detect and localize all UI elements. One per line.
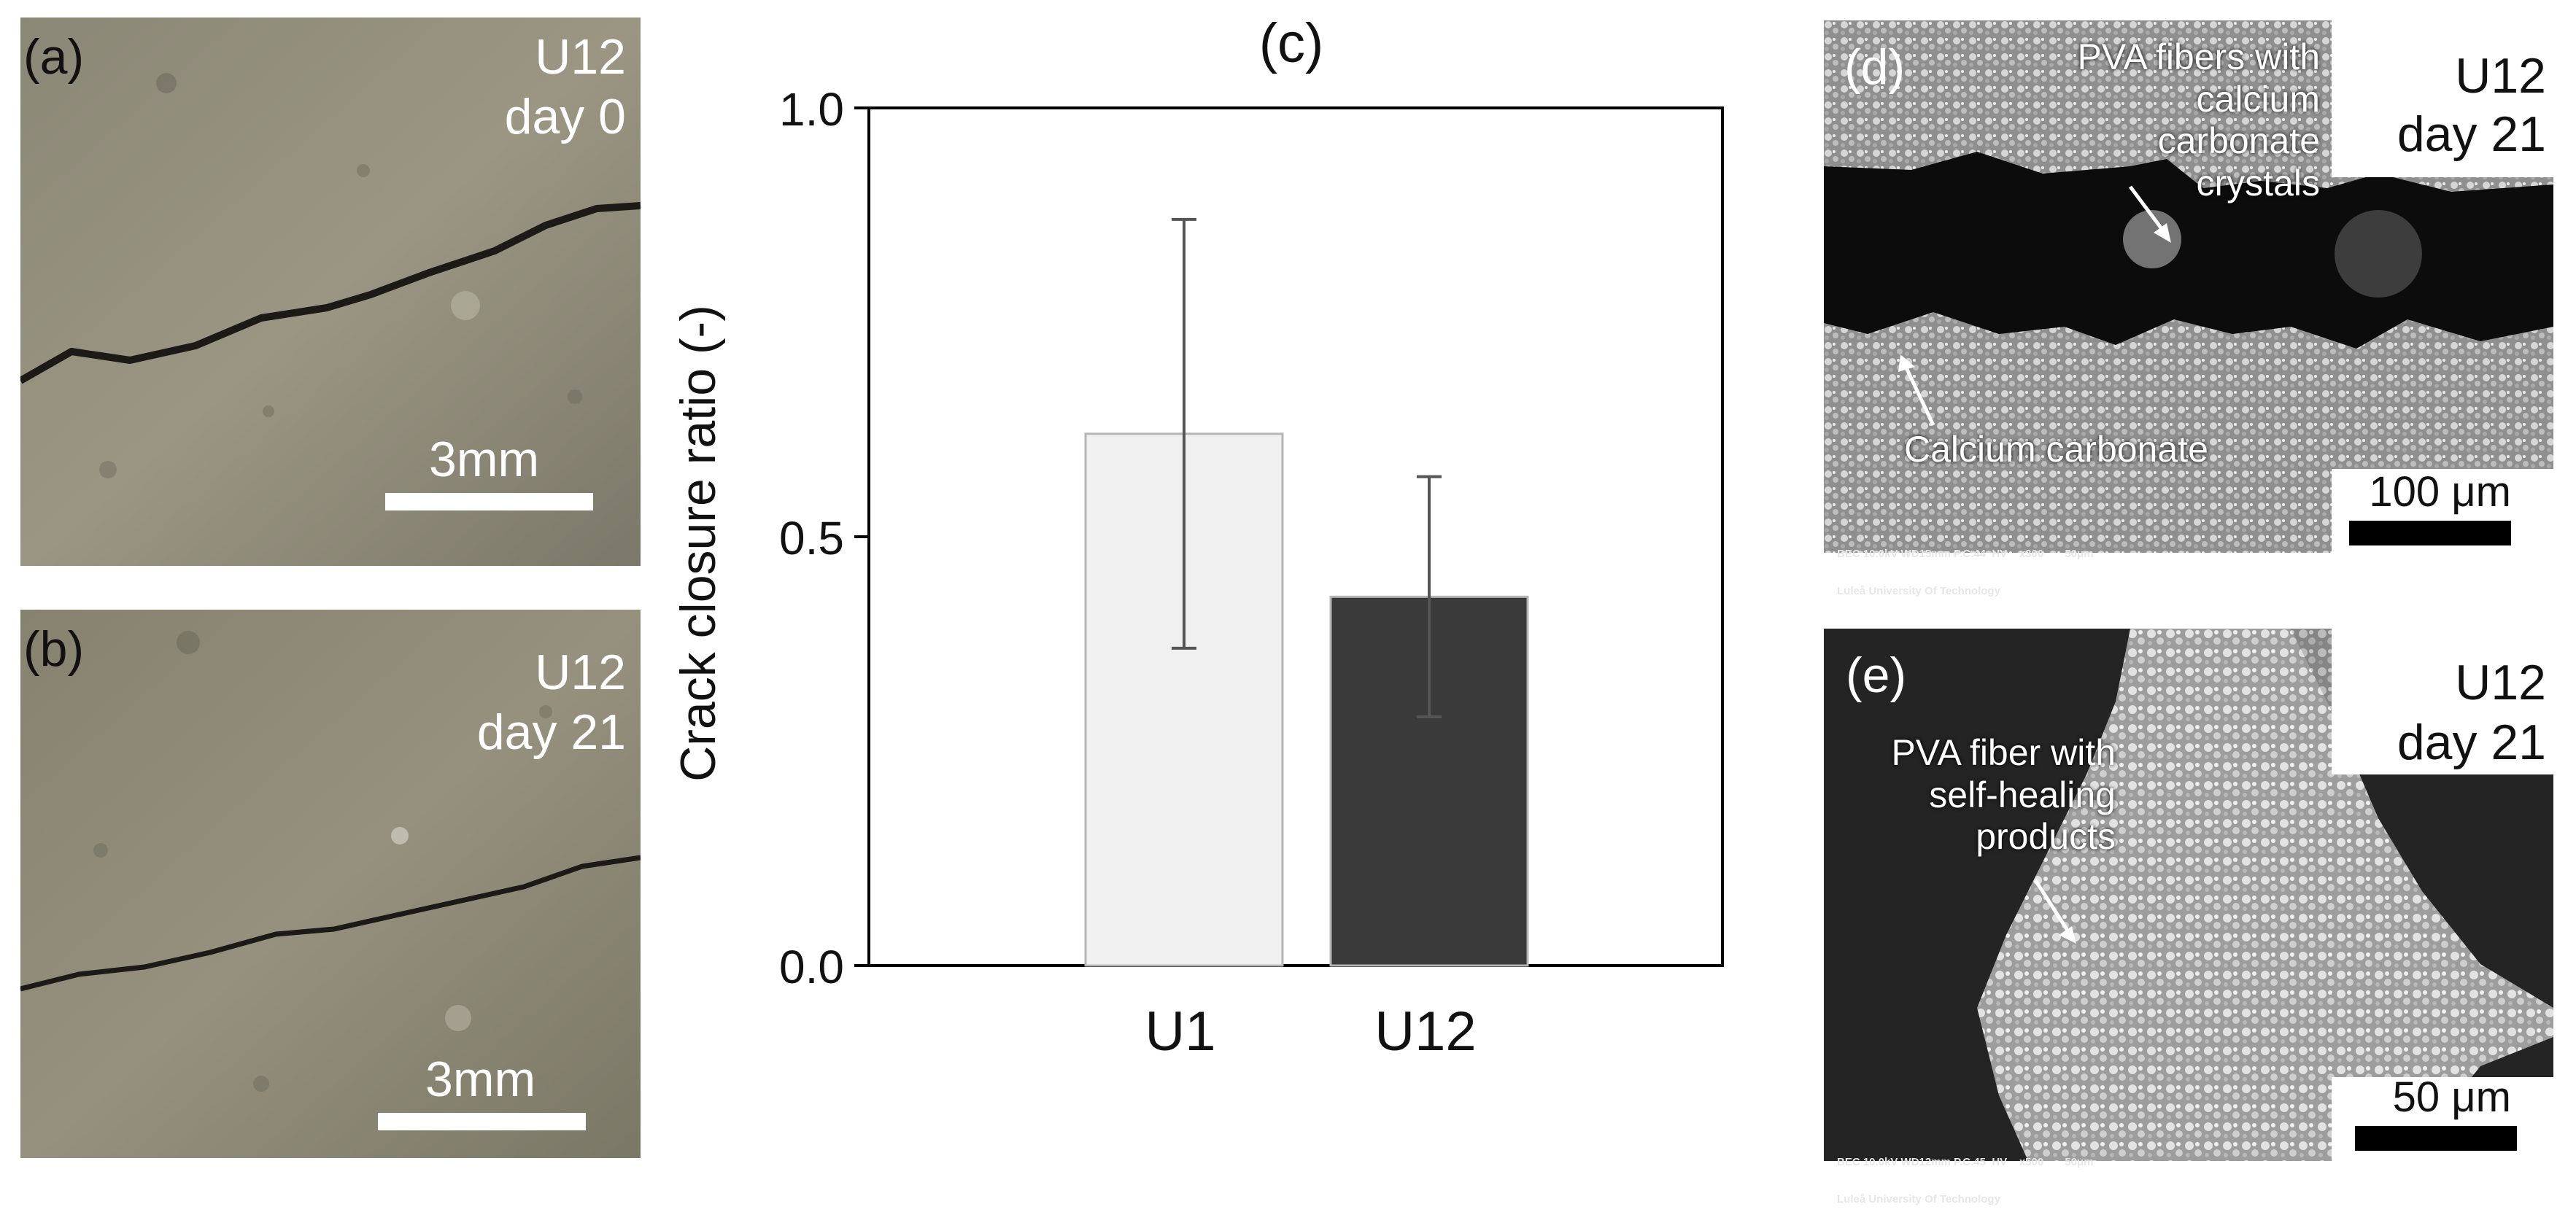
chart-plot-frame — [867, 106, 1724, 967]
panel-e-arrow — [2033, 879, 2076, 944]
panel-a-scale-bar — [385, 493, 593, 510]
panel-a-label: (a) — [23, 29, 85, 85]
chart-panel-label: (c) — [1259, 12, 1324, 74]
panel-e-annotation-fiber-line2: self-healing — [1929, 774, 2116, 815]
panel-d-label: (d) — [1844, 39, 1906, 95]
panel-d-specimen-box — [2332, 20, 2553, 177]
panel-d-arrows — [1898, 185, 2171, 427]
panel-b-label: (b) — [23, 621, 85, 677]
panel-d-scale-label: 100 μm — [2369, 468, 2511, 516]
panel-e-sem-image — [1824, 629, 2553, 1161]
bar-chart: (c) Crack closure ratio (-) 0.0 0.5 1.0 U1… — [670, 12, 1724, 1063]
panel-d-day: day 21 — [2397, 106, 2546, 162]
panel-e-annotation-fiber-line1: PVA fiber with — [1891, 732, 2116, 773]
panel-b-scale-bar — [378, 1113, 586, 1130]
panel-a-specimen: U12 — [535, 29, 626, 85]
panel-d-annotation-fibers-line3: crystals — [2196, 162, 2320, 203]
panel-d-sem-footer-line2: Luleå University Of Technology — [1837, 585, 2000, 598]
panel-e-scale-bar — [2355, 1126, 2517, 1151]
panel-d-sem-footer-line1: BEC 10.0kV WD15mm P.C.44 HV x300 50μm — [1837, 547, 2094, 560]
panel-e-annotation-fiber-line3: products — [1976, 816, 2116, 857]
y-tick-label: 1.0 — [779, 83, 844, 136]
panel-d-annotation-fibers-line2: calcium carbonate — [2157, 78, 2320, 162]
panel-e-day: day 21 — [2397, 715, 2546, 770]
panel-a-scale-label: 3mm — [429, 432, 540, 487]
panel-b-specimen: U12 — [535, 645, 626, 700]
panel-b-day: day 21 — [476, 704, 626, 760]
panel-a-day: day 0 — [504, 89, 626, 144]
panel-e-specimen: U12 — [2455, 655, 2546, 710]
y-tick-label: 0.5 — [779, 512, 844, 564]
panel-c-chart: (c) Crack closure ratio (-) 0.0 0.5 1.0 U1… — [657, 0, 1795, 1181]
panel-d: U12 day 21 (d) PVA fibers with calcium c… — [1824, 20, 2553, 597]
panel-b-scale-label: 3mm — [425, 1052, 536, 1107]
x-tick-label-u1: U1 — [1145, 1001, 1215, 1063]
panel-d-sem-footer: BEC 10.0kV WD15mm P.C.44 HV x300 50μm Lu… — [1837, 522, 2094, 623]
chart-y-axis-label: Crack closure ratio (-) — [670, 305, 726, 782]
panel-e-sem-footer-line2: Luleå University Of Technology — [1837, 1193, 2000, 1206]
panel-a-photo — [20, 18, 641, 566]
panel-e-annotation-fiber: PVA fiber with self-healing products — [1824, 732, 2116, 858]
panel-e-scale-label: 50 μm — [2392, 1073, 2511, 1121]
panel-d-annotation-fibers-line1: PVA fibers with — [2077, 36, 2320, 77]
panel-b: (b) U12 day 21 3mm — [20, 610, 641, 1158]
panel-d-annotation-fibers: PVA fibers with calcium carbonate crysta… — [2043, 36, 2320, 204]
y-tick-label: 0.0 — [779, 941, 844, 993]
panel-d-specimen: U12 — [2455, 48, 2546, 104]
panel-e-sem-footer-line1: BEC 10.0kV WD12mm P.C.45 HV x500 50μm — [1837, 1155, 2094, 1168]
panel-e: U12 day 21 (e) PVA fiber with self-heali… — [1824, 629, 2553, 1205]
panel-d-scale-bar — [2349, 521, 2511, 545]
panel-d-annotation-calcium-carbonate: Calcium carbonate — [1904, 429, 2208, 470]
panel-a: (a) U12 day 0 3mm — [20, 18, 641, 566]
panel-e-sem-footer: BEC 10.0kV WD12mm P.C.45 HV x500 50μm Lu… — [1837, 1130, 2094, 1231]
x-tick-label-u12: U12 — [1374, 1001, 1476, 1063]
panel-e-specimen-box — [2332, 629, 2553, 774]
panel-e-label: (e) — [1846, 648, 1907, 703]
panel-b-photo — [20, 610, 641, 1158]
